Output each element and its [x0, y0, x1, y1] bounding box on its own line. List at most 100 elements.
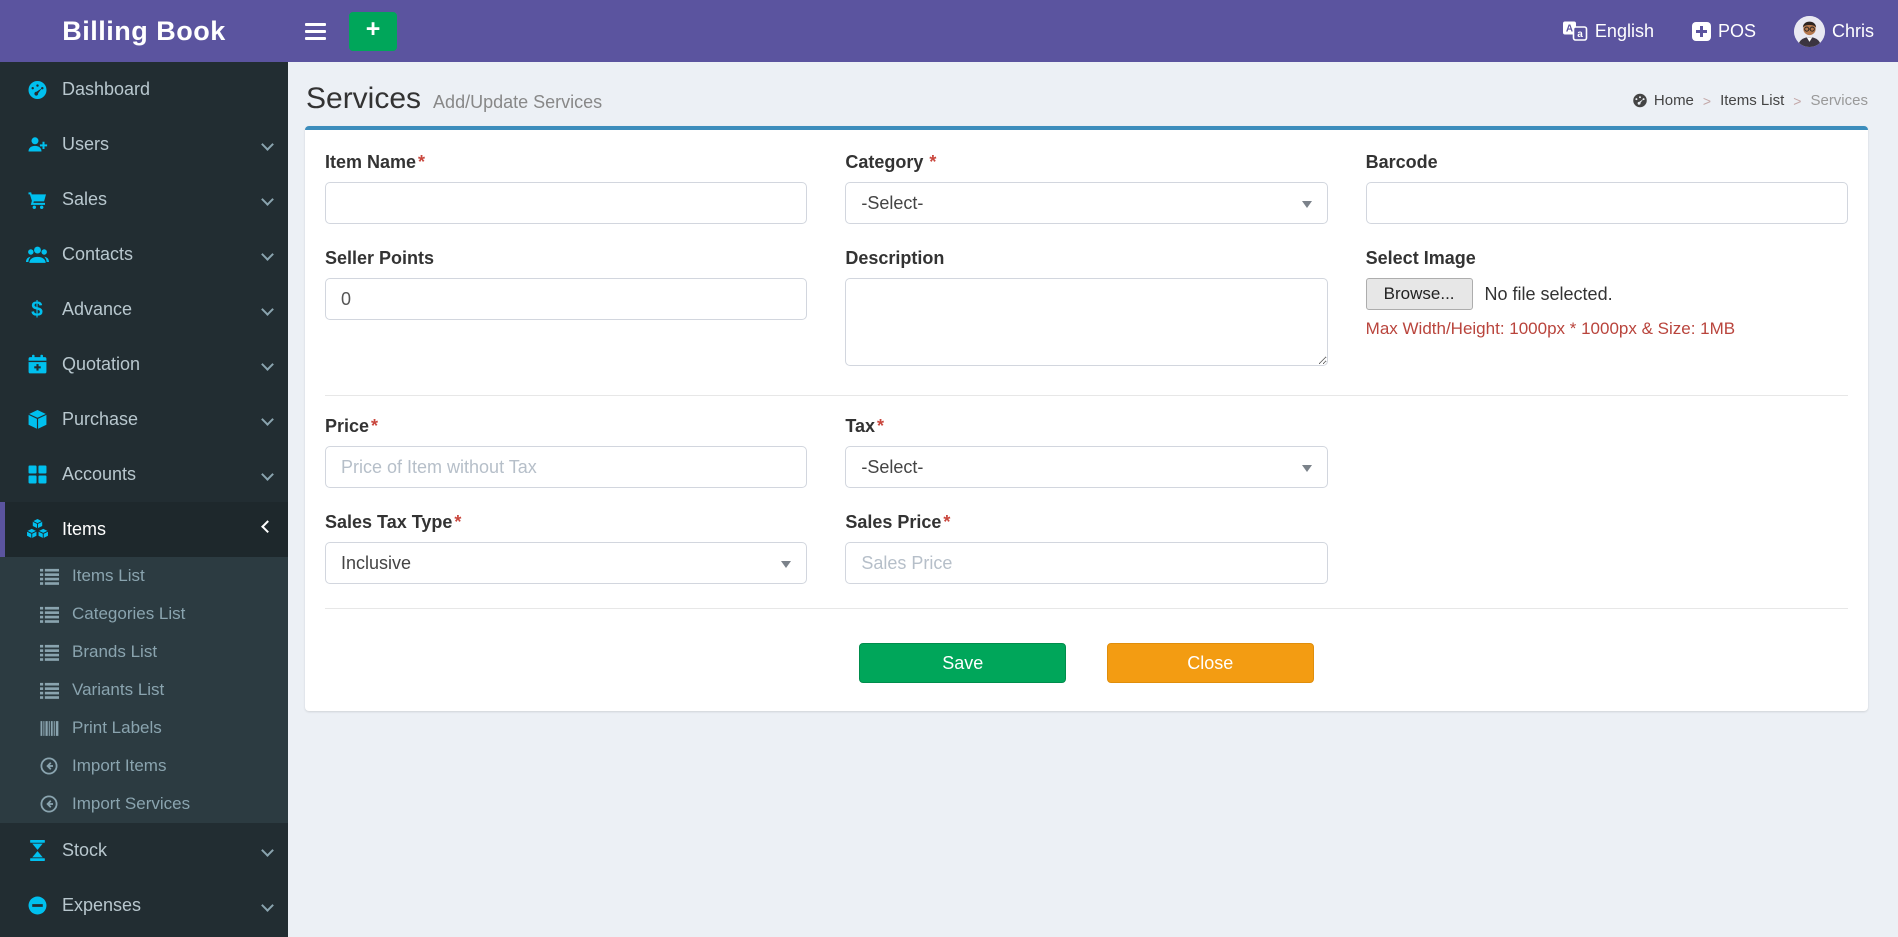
sidebar-item-purchase[interactable]: Purchase	[0, 392, 288, 447]
chevron-left-icon	[261, 358, 274, 371]
required-asterisk: *	[877, 416, 885, 436]
select-image-label: Select Image	[1365, 248, 1476, 268]
required-asterisk: *	[371, 416, 379, 436]
chevron-left-icon	[261, 413, 274, 426]
sidebar-item-print-labels[interactable]: Print Labels	[0, 709, 288, 747]
sales-tax-type-field: Sales Tax Type * Inclusive	[325, 512, 808, 584]
sidebar-item-label: Items	[62, 519, 107, 539]
chevron-left-icon	[261, 138, 274, 151]
sidebar-item-label: Items List	[72, 566, 145, 585]
sidebar: Dashboard Users Sales	[0, 62, 288, 937]
category-select[interactable]: -Select-	[845, 182, 1328, 224]
sidebar-item-label: Print Labels	[72, 718, 162, 737]
sales-price-label: Sales Price *	[845, 512, 951, 532]
seller-points-input[interactable]	[325, 278, 808, 320]
barcode-input[interactable]	[1365, 182, 1848, 224]
sidebar-item-advance[interactable]: $ Advance	[0, 282, 288, 337]
empty-cell	[1366, 416, 1848, 488]
sidebar-item-sales[interactable]: Sales	[0, 172, 288, 227]
dashboard-icon	[1632, 93, 1648, 108]
sidebar-item-label: Advance	[62, 299, 133, 319]
sidebar-menu: Dashboard Users Sales	[0, 62, 288, 933]
top-navbar: Billing Book + A a English POS	[0, 0, 1898, 62]
form-row-2: Seller Points Description Select Image B…	[325, 248, 1848, 371]
chevron-left-icon	[261, 468, 274, 481]
divider	[325, 395, 1848, 396]
avatar	[1793, 15, 1825, 47]
item-name-label: Item Name *	[325, 152, 426, 172]
item-name-input[interactable]	[325, 182, 808, 224]
breadcrumb-home-label: Home	[1653, 92, 1694, 109]
breadcrumb-home[interactable]: Home	[1632, 92, 1694, 109]
browse-button[interactable]: Browse...	[1365, 278, 1473, 310]
sidebar-item-quotation[interactable]: Quotation	[0, 337, 288, 392]
sidebar-item-label: Expenses	[62, 895, 142, 915]
breadcrumb-separator: >	[1702, 92, 1712, 109]
list-icon	[36, 606, 62, 623]
barcode-icon	[36, 720, 62, 737]
users-icon	[23, 245, 51, 264]
sidebar-item-stock[interactable]: Stock	[0, 823, 288, 878]
language-menu[interactable]: A a English	[1562, 21, 1654, 42]
sidebar-item-categories-list[interactable]: Categories List	[0, 595, 288, 633]
sidebar-item-label: Import Items	[72, 756, 167, 775]
description-field: Description	[845, 248, 1328, 371]
description-textarea[interactable]	[845, 278, 1328, 366]
sidebar-item-items-list[interactable]: Items List	[0, 557, 288, 595]
chevron-left-icon	[261, 303, 274, 316]
svg-text:A: A	[1566, 24, 1573, 35]
sidebar-item-variants-list[interactable]: Variants List	[0, 671, 288, 709]
close-button[interactable]: Close	[1106, 643, 1314, 683]
sidebar-item-users[interactable]: Users	[0, 117, 288, 172]
tax-select[interactable]: -Select-	[845, 446, 1328, 488]
sidebar-toggle-button[interactable]	[288, 22, 343, 40]
sidebar-item-import-services[interactable]: Import Services	[0, 785, 288, 823]
required-asterisk: *	[929, 152, 937, 172]
calendar-plus-icon	[23, 354, 51, 375]
sales-price-field: Sales Price *	[845, 512, 1328, 584]
save-button[interactable]: Save	[859, 643, 1067, 683]
chevron-down-icon	[261, 520, 274, 534]
username-label: Chris	[1831, 20, 1874, 41]
breadcrumb-current: Services	[1810, 92, 1868, 109]
quick-add-button[interactable]: +	[349, 11, 397, 51]
sidebar-item-items[interactable]: Items	[0, 502, 288, 557]
sales-price-input[interactable]	[845, 542, 1328, 584]
price-input[interactable]	[325, 446, 808, 488]
topbar: + A a English POS	[288, 0, 1898, 62]
sidebar-item-brands-list[interactable]: Brands List	[0, 633, 288, 671]
required-asterisk: *	[454, 512, 462, 532]
user-menu[interactable]: Chris	[1793, 15, 1874, 47]
pos-button[interactable]: POS	[1691, 20, 1756, 42]
category-select-value: -Select-	[861, 193, 924, 213]
sidebar-item-accounts[interactable]: Accounts	[0, 447, 288, 502]
sidebar-item-expenses[interactable]: Expenses	[0, 878, 288, 933]
file-status: No file selected.	[1484, 283, 1613, 304]
breadcrumb-items-list[interactable]: Items List	[1720, 92, 1785, 109]
chevron-down-icon	[1301, 465, 1312, 472]
sidebar-item-dashboard[interactable]: Dashboard	[0, 62, 288, 117]
sidebar-item-label: Dashboard	[62, 79, 151, 99]
brand-logo[interactable]: Billing Book	[62, 15, 226, 46]
sidebar-item-contacts[interactable]: Contacts	[0, 227, 288, 282]
language-icon: A a	[1562, 21, 1588, 41]
image-size-note: Max Width/Height: 1000px * 1000px & Size…	[1365, 319, 1736, 338]
sidebar-item-label: Variants List	[72, 680, 165, 699]
main-content: Services Add/Update Services Home > Item…	[288, 0, 1898, 711]
sidebar-item-import-items[interactable]: Import Items	[0, 747, 288, 785]
list-icon	[36, 644, 62, 661]
cube-icon	[23, 409, 51, 430]
price-label: Price *	[325, 416, 379, 436]
tachometer-icon	[23, 80, 51, 100]
hourglass-icon	[23, 840, 51, 861]
breadcrumb: Home > Items List > Services	[1632, 92, 1868, 109]
language-label: English	[1594, 20, 1654, 41]
sales-tax-type-select[interactable]: Inclusive	[325, 542, 808, 584]
pos-label: POS	[1717, 20, 1756, 41]
tax-label: Tax *	[845, 416, 885, 436]
category-field: Category * -Select-	[845, 152, 1328, 224]
description-label: Description	[845, 248, 945, 268]
empty-cell	[1366, 512, 1848, 584]
item-name-field: Item Name *	[325, 152, 808, 224]
sidebar-item-label: Import Services	[72, 794, 191, 813]
